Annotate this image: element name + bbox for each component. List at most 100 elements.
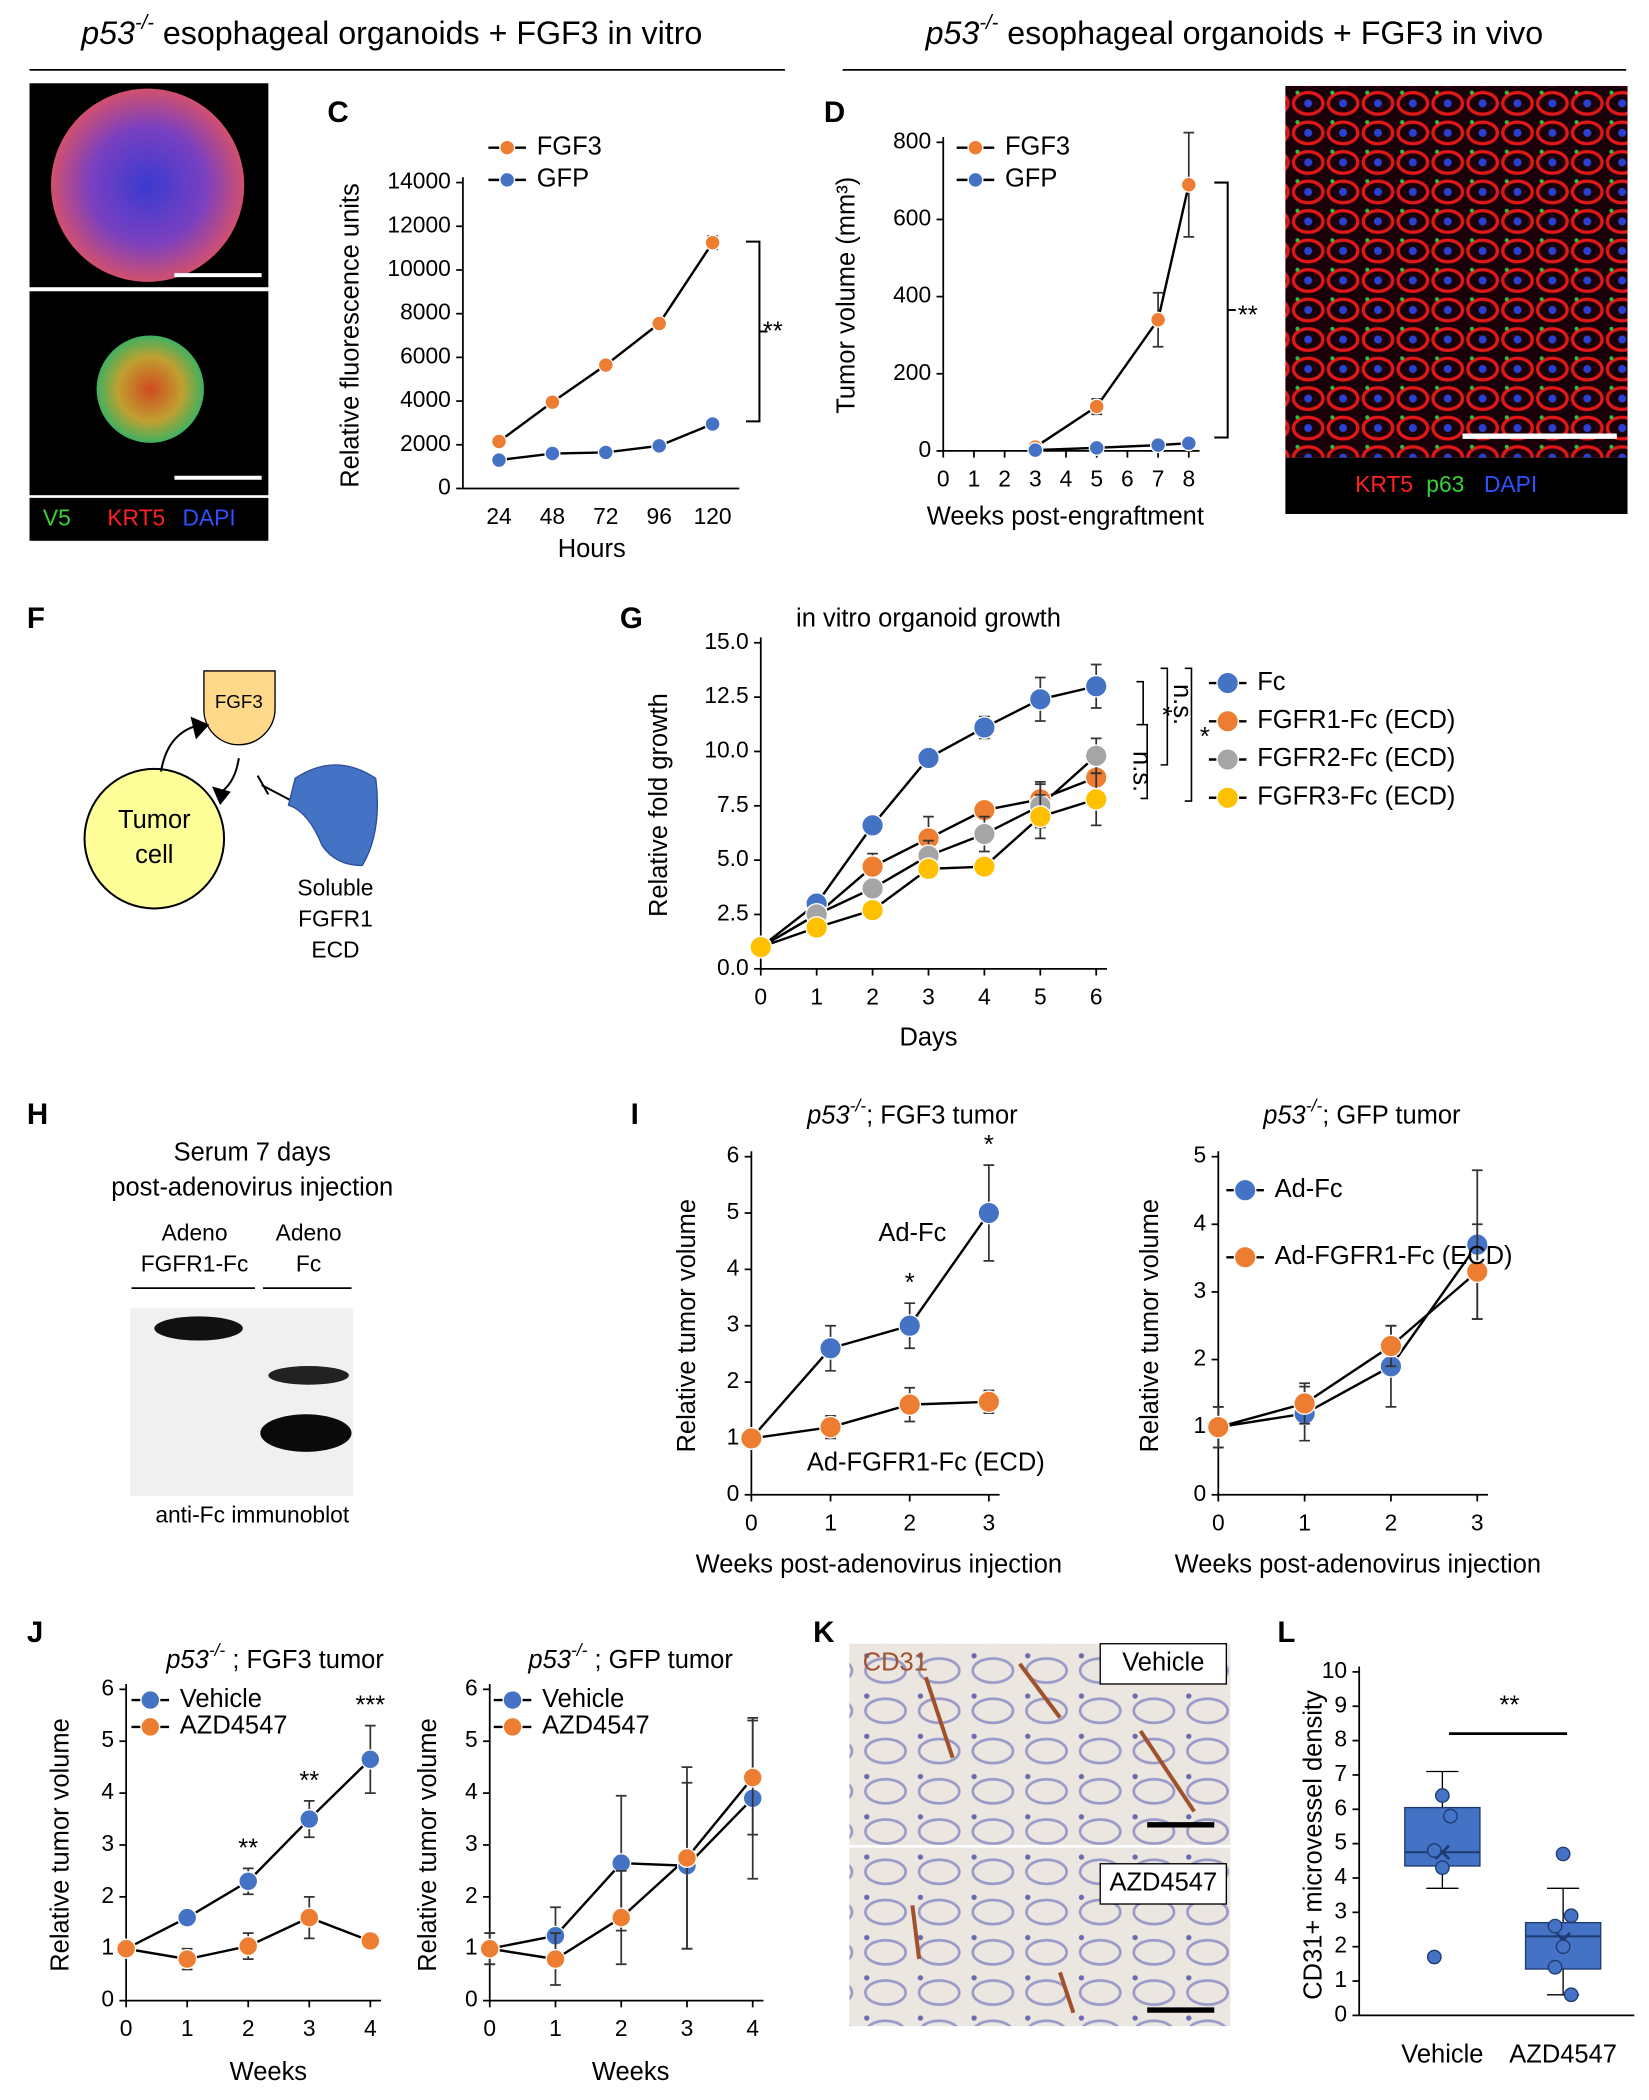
y-tick-label: 0 (918, 436, 931, 462)
marker (1084, 674, 1108, 698)
lane-label: Fc (296, 1250, 321, 1276)
bracket (1214, 181, 1236, 439)
marker (917, 746, 940, 770)
header-part: -/- (135, 12, 154, 34)
ihc-k: CD31 Vehicle AZD4547 (849, 1643, 1231, 2027)
stain-legend (1285, 457, 1628, 514)
marker (1028, 687, 1052, 711)
y-tick-label: 3 (727, 1311, 740, 1337)
bracket (1136, 680, 1144, 726)
legend-label: AZD4547 (542, 1712, 650, 1740)
marker (861, 898, 884, 922)
marker (490, 433, 508, 450)
marker (611, 1853, 632, 1874)
y-axis-label: Tumor volume (mm³) (833, 177, 861, 414)
y-tick-label: 6 (101, 1674, 114, 1700)
y-tick-label: 5 (727, 1198, 740, 1224)
y-tick-label: 2 (1194, 1345, 1207, 1371)
y-tick-label: 4 (465, 1778, 478, 1804)
annotation: ** (299, 1767, 319, 1795)
label: FGFR1 (298, 906, 373, 932)
title-part: ; FGF3 tumor (866, 1101, 1018, 1129)
point (1426, 1843, 1442, 1858)
x-tick-label: 1 (181, 2015, 194, 2041)
panel-letter: C (327, 96, 348, 129)
header-part: p53 (925, 14, 980, 50)
annotation: * (984, 1131, 994, 1159)
marker (1150, 311, 1167, 328)
x-axis-label: Weeks post-adenovirus injection (1175, 1551, 1541, 1579)
x-tick-label: 2 (615, 2015, 628, 2041)
x-tick-label: 2 (866, 983, 879, 1009)
y-tick-label: 0 (1194, 1480, 1207, 1506)
label: post-adenovirus injection (111, 1174, 393, 1202)
y-tick-label: 1 (465, 1934, 478, 1960)
tumor-cell (83, 767, 226, 910)
y-tick-label: 4 (1334, 1863, 1347, 1889)
legend-marker (499, 171, 516, 188)
title-part: p53 (1262, 1101, 1306, 1129)
chart-title: p53-/- ; FGF3 tumor (165, 1640, 384, 1674)
annotation: * (1148, 706, 1176, 716)
label: AZD4547 (1109, 1869, 1217, 1897)
x-tick-label: 48 (540, 503, 565, 529)
marker (299, 1808, 320, 1830)
title-part: -/- (1306, 1095, 1323, 1115)
title-part: ; FGF3 tumor (225, 1646, 384, 1674)
marker (676, 1847, 698, 1869)
legend-label: Vehicle (542, 1685, 624, 1713)
micrographs-ab: V5 KRT5 DAPI (29, 83, 269, 541)
y-tick-label: 800 (893, 127, 931, 153)
x-tick-label: 2 (1385, 1509, 1398, 1535)
bracket (746, 240, 768, 423)
x-tick-label: 3 (922, 983, 935, 1009)
stain: DAPI (1484, 471, 1537, 497)
marker (490, 452, 508, 469)
x-axis-label: Weeks post-adenovirus injection (696, 1551, 1062, 1579)
marker (819, 1415, 842, 1439)
marker (597, 356, 614, 374)
y-tick-label: 7 (1334, 1760, 1347, 1786)
y-tick-label: 2 (101, 1882, 114, 1908)
legend-marker (1216, 709, 1240, 733)
legend-label: Vehicle (180, 1685, 262, 1713)
x-tick-label: 2 (242, 2015, 255, 2041)
legend-label: Ad-Fc (1275, 1175, 1343, 1203)
title-part: -/- (850, 1095, 867, 1115)
header: p53-/- esophageal organoids + FGF3 in vi… (925, 12, 1544, 50)
organoid (96, 335, 204, 443)
marker (299, 1907, 320, 1928)
y-tick-label: 7.5 (717, 791, 749, 817)
legend-marker (502, 1716, 523, 1737)
point (1426, 1949, 1442, 1965)
x-axis-label: Hours (558, 535, 626, 563)
marker (917, 857, 940, 881)
series-line (1217, 1270, 1479, 1429)
title-part: -/- (209, 1640, 226, 1660)
panel-letter: I (631, 1098, 639, 1131)
stain-legend (29, 497, 269, 541)
legend-label: FGFR3-Fc (ECD) (1257, 782, 1455, 810)
x-tick-label: 3 (983, 1509, 996, 1535)
point (1563, 1987, 1579, 2003)
marker (177, 1907, 198, 1928)
header-part: p53 (80, 14, 135, 50)
title-part: -/- (571, 1640, 588, 1660)
point (1434, 1788, 1450, 1803)
stain: KRT5 (1355, 471, 1413, 497)
annotation: ** (1238, 301, 1258, 329)
annotation: * (905, 1269, 915, 1297)
legend-label: Ad-FGFR1-Fc (ECD) (1275, 1242, 1513, 1270)
series-label: Ad-Fc (878, 1219, 946, 1247)
point (1443, 1808, 1458, 1824)
x-tick-label: 3 (303, 2015, 316, 2041)
box (1404, 1806, 1481, 1867)
y-tick-label: 12000 (387, 211, 450, 237)
marker (1084, 744, 1108, 768)
legend-label: FGF3 (1005, 132, 1070, 160)
panel-letter: J (27, 1616, 43, 1649)
y-tick-label: 0 (727, 1480, 740, 1506)
lane-label: FGFR1-Fc (141, 1250, 249, 1276)
marker (238, 1871, 259, 1892)
x-tick-label: 7 (1152, 465, 1165, 491)
